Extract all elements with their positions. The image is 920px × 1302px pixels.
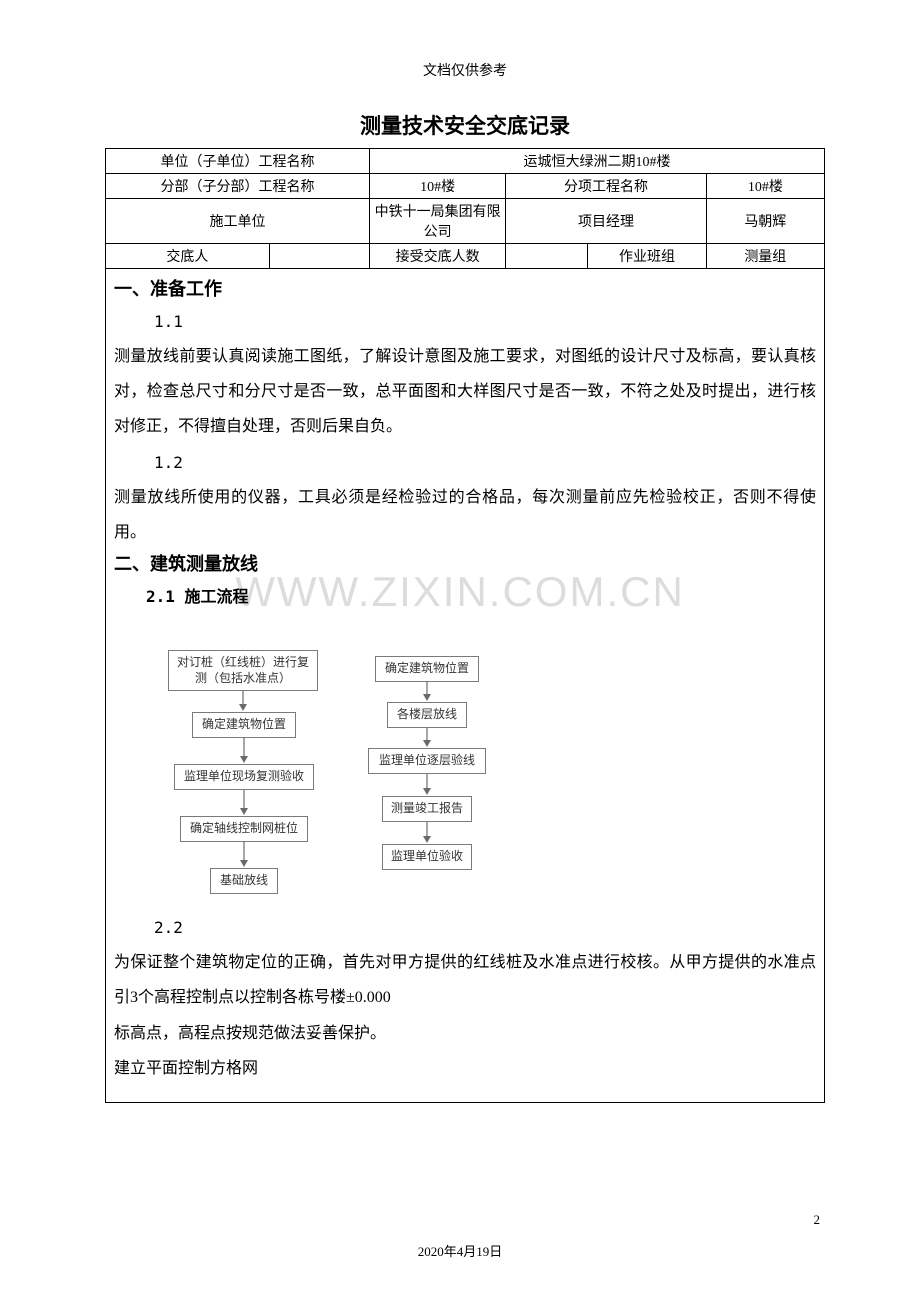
- cell: 施工单位: [106, 199, 370, 244]
- page-title: 测量技术安全交底记录: [105, 110, 825, 140]
- subsection-num: 1.2: [114, 445, 816, 480]
- flow-arrow: [422, 772, 432, 795]
- cell: 分部（子分部）工程名称: [106, 174, 370, 199]
- flow-arrow: [239, 788, 249, 815]
- flowchart: 对订桩（红线桩）进行复测（包括水准点）确定建筑物位置监理单位现场复测验收确定轴线…: [150, 620, 816, 910]
- paragraph: 建立平面控制方格网: [114, 1051, 816, 1086]
- header-note: 文档仅供参考: [105, 60, 825, 80]
- cell: 运城恒大绿洲二期10#楼: [369, 149, 824, 174]
- flow-node: 各楼层放线: [387, 702, 467, 728]
- flow-node: 监理单位验收: [382, 844, 472, 870]
- table-row: 施工单位 中铁十一局集团有限公司 项目经理 马朝辉: [106, 199, 825, 244]
- paragraph: 标高点，高程点按规范做法妥善保护。: [114, 1016, 816, 1051]
- table-row: 分部（子分部）工程名称 10#楼 分项工程名称 10#楼: [106, 174, 825, 199]
- table-row: 交底人 接受交底人数 作业班组 测量组: [106, 244, 825, 269]
- flow-node: 测量竣工报告: [382, 796, 472, 822]
- cell: 项目经理: [506, 199, 706, 244]
- flow-arrow: [422, 820, 432, 843]
- cell: 交底人: [106, 244, 270, 269]
- subsection-num: 2.2: [114, 910, 816, 945]
- flow-node: 确定建筑物位置: [375, 656, 479, 682]
- flow-arrow: [239, 840, 249, 867]
- paragraph: 测量放线前要认真阅读施工图纸，了解设计意图及施工要求，对图纸的设计尺寸及标高，要…: [114, 339, 816, 445]
- cell: 10#楼: [369, 174, 506, 199]
- cell: [269, 244, 369, 269]
- cell: 中铁十一局集团有限公司: [369, 199, 506, 244]
- content-body: 一、准备工作 1.1 测量放线前要认真阅读施工图纸，了解设计意图及施工要求，对图…: [105, 269, 825, 1103]
- flow-node: 监理单位现场复测验收: [174, 764, 314, 790]
- cell: 10#楼: [706, 174, 824, 199]
- info-table: 单位（子单位）工程名称 运城恒大绿洲二期10#楼 分部（子分部）工程名称 10#…: [105, 148, 825, 269]
- section-heading: 二、建筑测量放线: [114, 550, 816, 579]
- subsection-heading: 2.1 施工流程: [114, 579, 816, 614]
- flow-node: 确定轴线控制网桩位: [180, 816, 308, 842]
- paragraph: 测量放线所使用的仪器，工具必须是经检验过的合格品，每次测量前应先检验校正，否则不…: [114, 480, 816, 550]
- subsection-num: 1.1: [114, 304, 816, 339]
- cell: 分项工程名称: [506, 174, 706, 199]
- paragraph: 为保证整个建筑物定位的正确，首先对甲方提供的红线桩及水准点进行校核。从甲方提供的…: [114, 945, 816, 1015]
- cell: 测量组: [706, 244, 824, 269]
- flow-node: 对订桩（红线桩）进行复测（包括水准点）: [168, 650, 318, 691]
- flow-arrow: [422, 726, 432, 747]
- cell: 单位（子单位）工程名称: [106, 149, 370, 174]
- table-row: 单位（子单位）工程名称 运城恒大绿洲二期10#楼: [106, 149, 825, 174]
- cell: 作业班组: [588, 244, 706, 269]
- flow-arrow: [239, 736, 249, 763]
- cell: [506, 244, 588, 269]
- flow-node: 基础放线: [210, 868, 278, 894]
- section-heading: 一、准备工作: [114, 275, 816, 304]
- flow-node: 确定建筑物位置: [192, 712, 296, 738]
- flow-arrow: [422, 680, 432, 701]
- cell: 接受交底人数: [369, 244, 506, 269]
- page-number: 2: [814, 1212, 821, 1228]
- flow-arrow: [238, 688, 248, 711]
- cell: 马朝辉: [706, 199, 824, 244]
- footer-date: 2020年4月19日: [0, 1241, 920, 1260]
- flow-node: 监理单位逐层验线: [368, 748, 486, 774]
